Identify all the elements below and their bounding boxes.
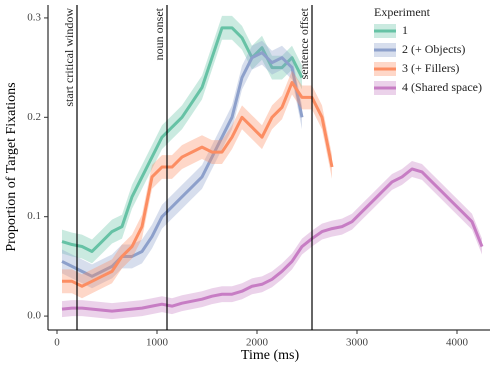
ci-ribbon [62,70,332,299]
legend-label: 4 (Shared space) [402,80,482,94]
x-tick-label: 4000 [446,337,469,349]
annotation-label: sentence offset [297,7,311,79]
x-tick-label: 3000 [346,337,369,349]
series-line [61,51,304,278]
x-tick-label: 0 [54,337,60,349]
annotation-label: noun onset [152,7,166,60]
ci-ribbon [62,161,482,320]
ci-ribbon [62,15,302,264]
y-tick-label: 0.1 [27,210,41,222]
ci-ribbon [62,40,302,289]
legend-box [368,4,490,100]
legend-label: 3 (+ Fillers) [402,61,459,75]
legend-label: 1 [402,23,408,37]
x-axis-label: Time (ms) [241,348,300,363]
legend-label: 2 (+ Objects) [402,42,465,56]
y-tick-label: 0.0 [27,310,41,322]
legend-title: Experiment [374,5,431,19]
x-tick-label: 1000 [146,337,169,349]
series-line [61,26,304,253]
y-tick-label: 0.2 [27,111,41,123]
x-tick-label: 2000 [246,337,269,349]
series-line [61,167,484,313]
annotation-label: start critical window [62,8,76,107]
y-tick-label: 0.3 [27,11,41,23]
y-axis-label: Proportion of Target Fixations [4,82,19,251]
series-line [62,81,334,288]
